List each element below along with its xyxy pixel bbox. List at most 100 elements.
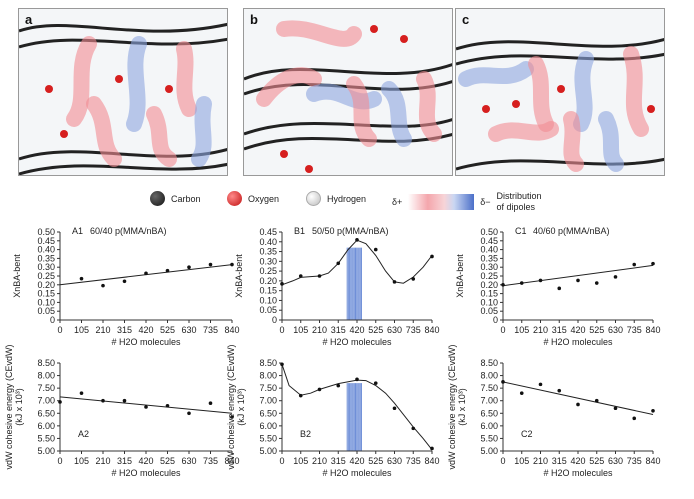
a2-panel-label: A2 xyxy=(78,429,89,439)
b2-y-tick-label: 8.50 xyxy=(259,358,277,368)
c2-y-tick-label: 8.00 xyxy=(480,371,498,381)
c1-chart-title: 40/60 p(MMA/nBA) xyxy=(533,226,610,236)
a1-x-tick-label: 420 xyxy=(138,325,153,335)
a2-y-tick-label: 7.50 xyxy=(37,383,55,393)
b2-y-tick-label: 6.50 xyxy=(259,408,277,418)
b2-x-tick-label: 735 xyxy=(406,456,421,466)
a2-data-point xyxy=(79,391,84,395)
c1-data-point xyxy=(651,261,655,266)
panel-c-illustration xyxy=(456,37,664,172)
b1-data-point xyxy=(355,238,359,242)
c1-data-point xyxy=(576,278,580,283)
c2-panel-label: C2 xyxy=(521,429,533,439)
a2-y-tick-label: 6.00 xyxy=(37,421,55,431)
c1-y-tick-label: 0.50 xyxy=(480,227,498,237)
c2-data-point xyxy=(519,391,524,395)
a1-y-tick-label: 0.45 xyxy=(37,236,55,246)
b2-y-axis-label: vdW cohesive energy (CEvdW) xyxy=(226,344,236,469)
panel-b-illustration xyxy=(244,20,452,173)
panel-letter-a: a xyxy=(25,12,33,27)
a1-data-point xyxy=(187,265,191,269)
a2-data-point xyxy=(101,398,105,403)
a1-data-point xyxy=(144,271,148,276)
a2-y-tick-label: 5.00 xyxy=(37,446,55,456)
b2-data-point xyxy=(317,387,322,392)
c2-y-tick-label: 8.50 xyxy=(480,358,498,368)
legend-hydrogen: Hydrogen xyxy=(306,191,366,206)
a2-data-point xyxy=(165,403,170,408)
c1-y-tick-label: 0.05 xyxy=(480,306,498,316)
a1-x-tick-label: 840 xyxy=(224,325,239,335)
hydrogen-atom-icon xyxy=(306,191,321,206)
panel-a-illustration xyxy=(19,22,227,175)
c2-x-tick-label: 735 xyxy=(627,456,642,466)
b2-y-tick-label: 5.50 xyxy=(259,433,277,443)
a2-data-point xyxy=(122,398,127,403)
b1-x-tick-label: 735 xyxy=(406,325,421,335)
c2-data-point xyxy=(557,388,562,393)
b1-chart-title: 50/50 p(MMA/nBA) xyxy=(312,226,389,236)
c1-fit-line xyxy=(502,264,654,287)
b1-data-point xyxy=(317,274,322,278)
molecular-panel-a: a xyxy=(18,8,228,176)
a2-y-tick-label: 5.50 xyxy=(37,433,55,443)
c2-y-tick-label: 7.00 xyxy=(480,396,498,406)
b2-x-axis-label: # H2O molecules xyxy=(322,468,392,478)
b2-data-point xyxy=(373,381,378,385)
c2-data-point xyxy=(651,408,655,413)
b2-data-point xyxy=(280,362,284,367)
c2-fit-line xyxy=(502,381,654,415)
c1-y-tick-label: 0.15 xyxy=(480,289,498,299)
c2-y-tick-label: 7.50 xyxy=(480,383,498,393)
b2-x-tick-label: 0 xyxy=(279,456,284,466)
b2-data-point xyxy=(430,446,434,451)
a1-y-axis-label: XnBA-bent xyxy=(12,254,22,298)
c2-y-tick-label: 6.50 xyxy=(480,408,498,418)
b1-y-tick-label: 0.20 xyxy=(259,276,277,286)
b2-data-point xyxy=(355,377,359,382)
a1-y-tick-label: 0.05 xyxy=(37,306,55,316)
b2-y-tick-label: 5.00 xyxy=(259,446,277,456)
a2-data-point xyxy=(187,411,191,416)
b2-data-point xyxy=(298,393,303,398)
a1-data-point xyxy=(165,268,170,273)
c1-x-tick-label: 210 xyxy=(533,325,548,335)
b1-x-tick-label: 630 xyxy=(387,325,402,335)
b1-y-tick-label: 0 xyxy=(272,315,277,325)
a2-y-tick-label: 8.50 xyxy=(37,358,55,368)
a1-x-tick-label: 210 xyxy=(95,325,110,335)
a1-x-tick-label: 0 xyxy=(57,325,62,335)
a2-x-tick-label: 840 xyxy=(224,456,239,466)
c2-x-axis-label: # H2O molecules xyxy=(543,468,613,478)
c2-x-tick-label: 630 xyxy=(608,456,623,466)
a1-y-tick-label: 0.50 xyxy=(37,227,55,237)
legend-carbon: Carbon xyxy=(150,191,201,206)
b1-y-tick-label: 0.35 xyxy=(259,247,277,257)
c1-x-tick-label: 525 xyxy=(589,325,604,335)
c1-y-tick-label: 0.20 xyxy=(480,280,498,290)
legend: Carbon Oxygen Hydrogen δ+ δ− Distributio… xyxy=(0,186,694,214)
a1-x-tick-label: 105 xyxy=(74,325,89,335)
a1-chart-title: 60/40 p(MMA/nBA) xyxy=(90,226,167,236)
legend-carbon-label: Carbon xyxy=(171,193,201,204)
c1-x-tick-label: 0 xyxy=(500,325,505,335)
a1-y-tick-label: 0.30 xyxy=(37,262,55,272)
distribution-label: Distribution of dipoles xyxy=(497,191,542,213)
c1-y-tick-label: 0.30 xyxy=(480,262,498,272)
dipole-gradient-bar xyxy=(408,194,475,210)
a1-x-tick-label: 735 xyxy=(203,325,218,335)
c2-x-tick-label: 525 xyxy=(589,456,604,466)
c1-y-tick-label: 0 xyxy=(493,315,498,325)
b2-x-tick-label: 630 xyxy=(387,456,402,466)
b1-y-tick-label: 0.05 xyxy=(259,305,277,315)
b1-data-point xyxy=(373,247,378,252)
b1-y-tick-label: 0.45 xyxy=(259,227,277,237)
b2-panel-label: B2 xyxy=(300,429,311,439)
b1-y-tick-label: 0.15 xyxy=(259,286,277,296)
a2-fit-line xyxy=(59,396,233,414)
c2-data-point xyxy=(632,416,637,421)
c1-x-tick-label: 840 xyxy=(645,325,660,335)
a2-x-tick-label: 0 xyxy=(57,456,62,466)
b1-data-point xyxy=(336,261,341,266)
legend-hydrogen-label: Hydrogen xyxy=(327,193,367,204)
